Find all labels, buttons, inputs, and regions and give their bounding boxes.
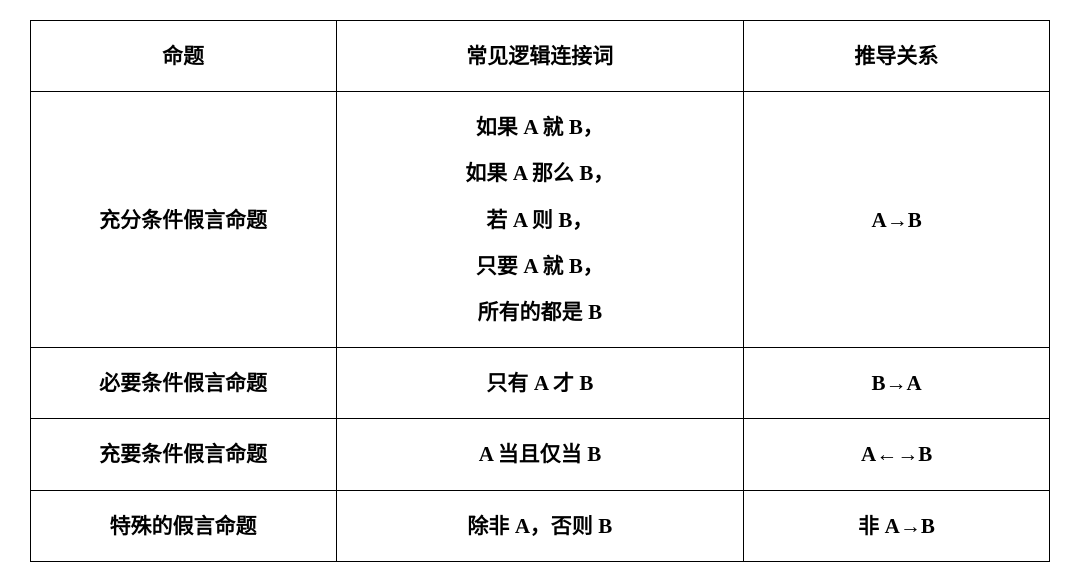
cell-relation: 非 A→B [744,490,1050,561]
cell-proposition: 必要条件假言命题 [31,348,337,419]
cell-connectives: 只有 A 才 B [336,348,744,419]
header-relation: 推导关系 [744,21,1050,92]
table-body: 充分条件假言命题 如果 A 就 B， 如果 A 那么 B， 若 A 则 B， 只… [31,92,1050,562]
header-proposition: 命题 [31,21,337,92]
cell-proposition: 充分条件假言命题 [31,92,337,348]
cell-relation: A→B [744,92,1050,348]
cell-connectives: A 当且仅当 B [336,419,744,490]
table-row: 充要条件假言命题 A 当且仅当 B A←→B [31,419,1050,490]
cell-proposition: 特殊的假言命题 [31,490,337,561]
logic-table: 命题 常见逻辑连接词 推导关系 充分条件假言命题 如果 A 就 B， 如果 A … [30,20,1050,562]
table-row: 充分条件假言命题 如果 A 就 B， 如果 A 那么 B， 若 A 则 B， 只… [31,92,1050,348]
connective-line: 如果 A 那么 B， [345,150,736,196]
cell-relation: B→A [744,348,1050,419]
connective-line: 所有的都是 B [345,289,736,335]
connective-line: 如果 A 就 B， [345,104,736,150]
cell-proposition: 充要条件假言命题 [31,419,337,490]
cell-connectives: 除非 A，否则 B [336,490,744,561]
cell-connectives: 如果 A 就 B， 如果 A 那么 B， 若 A 则 B， 只要 A 就 B， … [336,92,744,348]
table-row: 特殊的假言命题 除非 A，否则 B 非 A→B [31,490,1050,561]
connective-line: 若 A 则 B， [345,197,736,243]
table-row: 必要条件假言命题 只有 A 才 B B→A [31,348,1050,419]
table-header-row: 命题 常见逻辑连接词 推导关系 [31,21,1050,92]
header-connectives: 常见逻辑连接词 [336,21,744,92]
connective-line: 只要 A 就 B， [345,243,736,289]
cell-relation: A←→B [744,419,1050,490]
